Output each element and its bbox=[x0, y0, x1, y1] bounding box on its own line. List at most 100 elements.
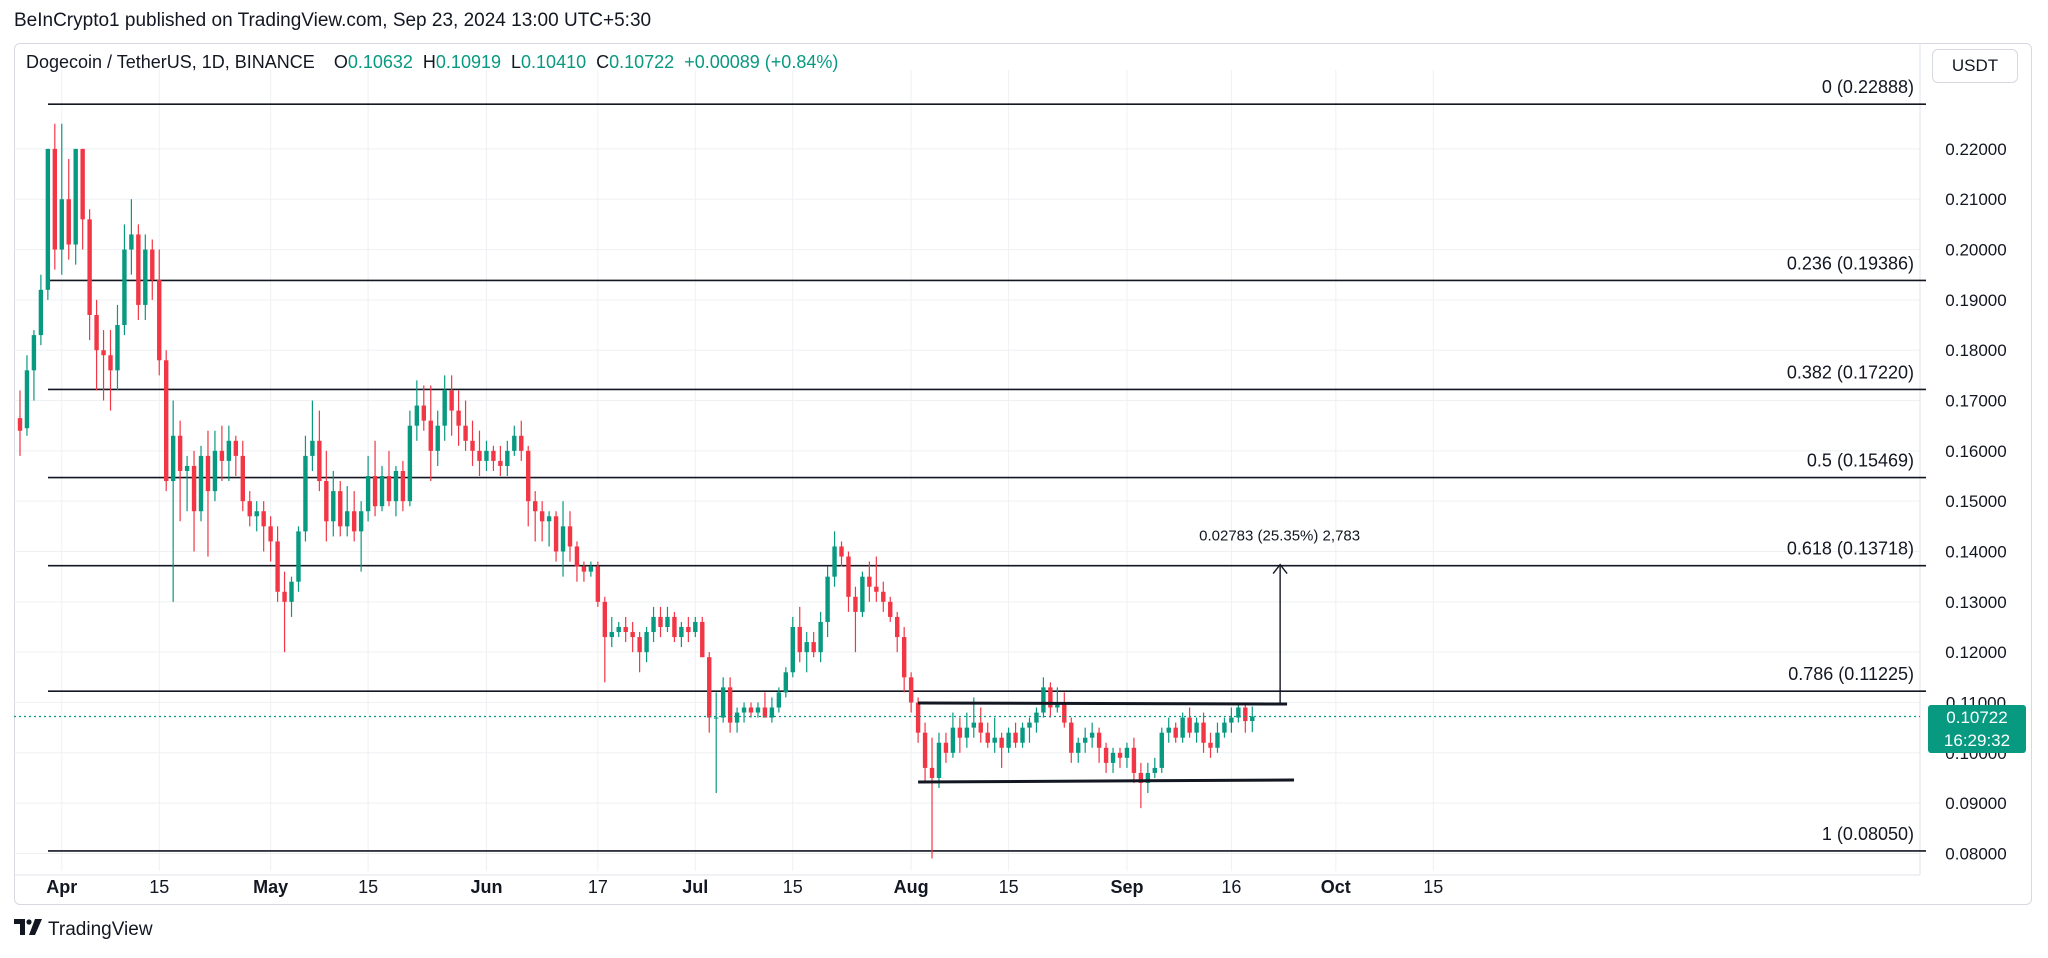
candle-body bbox=[1062, 702, 1067, 723]
candle-body bbox=[219, 450, 225, 461]
price-tick-label: 0.20000 bbox=[1945, 241, 2006, 260]
candle-body bbox=[526, 450, 531, 502]
candle-body bbox=[470, 440, 475, 451]
symbol-name[interactable]: Dogecoin / TetherUS, 1D, BINANCE bbox=[26, 52, 315, 72]
drawings[interactable]: 0.02783 (25.35%) 2,783 bbox=[14, 528, 1920, 784]
candle-body bbox=[1048, 687, 1053, 708]
candle-body bbox=[129, 234, 134, 250]
candle-body bbox=[477, 450, 482, 461]
candle-body bbox=[226, 440, 232, 461]
candle-body bbox=[247, 501, 252, 517]
candle-body bbox=[1138, 772, 1144, 783]
candle-body bbox=[52, 148, 58, 250]
candle-body bbox=[581, 566, 587, 572]
candle-body bbox=[846, 556, 851, 597]
candle-body bbox=[512, 435, 517, 451]
price-tick-label: 0.13000 bbox=[1945, 593, 2006, 612]
candle-body bbox=[282, 591, 287, 602]
price-tick-label: 0.22000 bbox=[1945, 140, 2006, 159]
candle-body bbox=[546, 516, 552, 522]
candle-body bbox=[1034, 712, 1039, 723]
candle-body bbox=[122, 249, 127, 326]
candle-body bbox=[87, 219, 92, 315]
candle-body bbox=[1180, 717, 1185, 738]
candle-body bbox=[1131, 747, 1137, 773]
time-tick-label: 15 bbox=[783, 877, 803, 897]
candle-body bbox=[1208, 742, 1213, 748]
time-tick-label: 15 bbox=[149, 877, 169, 897]
candle-body bbox=[289, 581, 294, 602]
candle-body bbox=[797, 626, 802, 653]
candle-body bbox=[888, 601, 893, 617]
candlestick-series bbox=[17, 123, 1255, 859]
candle-body bbox=[338, 491, 343, 527]
candle-body bbox=[1201, 722, 1206, 743]
candle-body bbox=[895, 616, 900, 638]
candle-body bbox=[254, 511, 259, 517]
candle-body bbox=[24, 370, 30, 429]
candle-body bbox=[442, 390, 447, 426]
candle-body bbox=[358, 511, 364, 532]
candle-body bbox=[609, 632, 614, 638]
measure-arrowhead bbox=[1272, 563, 1288, 575]
candle-body bbox=[268, 526, 273, 542]
fib-level-label: 0.236 (0.19386) bbox=[1787, 253, 1914, 273]
candle-body bbox=[456, 410, 461, 426]
candle-body bbox=[310, 440, 315, 456]
time-tick-label: 16 bbox=[1221, 877, 1241, 897]
candle-body bbox=[832, 546, 837, 577]
candle-body bbox=[825, 576, 830, 622]
candle-body bbox=[734, 712, 740, 723]
price-tick-label: 0.19000 bbox=[1945, 291, 2006, 310]
candle-body bbox=[616, 626, 621, 633]
channel-lower-line[interactable] bbox=[918, 778, 1295, 784]
price-tick-label: 0.17000 bbox=[1945, 392, 2006, 411]
candle-body bbox=[679, 626, 684, 638]
candle-body bbox=[261, 511, 266, 527]
brand-name: TradingView bbox=[48, 919, 153, 940]
candle-body bbox=[379, 476, 385, 507]
candle-body bbox=[560, 526, 566, 552]
candle-body bbox=[428, 420, 433, 451]
candle-body bbox=[59, 199, 64, 250]
price-tick-label: 0.09000 bbox=[1945, 794, 2006, 813]
channel-upper-line[interactable] bbox=[918, 701, 1288, 706]
grid bbox=[14, 44, 1921, 876]
price-tick-label: 0.18000 bbox=[1945, 341, 2006, 360]
price-tick-label: 0.12000 bbox=[1945, 643, 2006, 662]
candle-body bbox=[999, 737, 1004, 748]
candle-body bbox=[971, 722, 976, 728]
candle-body bbox=[644, 632, 649, 653]
candle-body bbox=[1082, 737, 1088, 743]
candle-body bbox=[1041, 687, 1046, 713]
candle-body bbox=[519, 435, 524, 451]
time-tick-label: Oct bbox=[1321, 877, 1351, 897]
candle-body bbox=[345, 511, 350, 527]
chart-frame bbox=[14, 43, 2032, 905]
candle-body bbox=[386, 476, 392, 502]
price-axis[interactable]: 0.22000 0.21000 0.20000 0.19000 0.18000 0.170… bbox=[1945, 140, 2006, 864]
time-tick-label: Jul bbox=[682, 877, 708, 897]
candle-body bbox=[915, 702, 921, 733]
candle-body bbox=[365, 476, 371, 512]
candle-body bbox=[1243, 707, 1248, 722]
price-tick-label: 0.16000 bbox=[1945, 442, 2006, 461]
last-price-tag: 0.10722 16:29:32 bbox=[1928, 705, 2026, 753]
candle-body bbox=[324, 481, 329, 522]
candle-body bbox=[1194, 722, 1199, 733]
candle-body bbox=[303, 455, 308, 532]
publish-attribution: BeInCrypto1 published on TradingView.com… bbox=[14, 10, 652, 31]
candle-body bbox=[922, 732, 928, 768]
tradingview-brand[interactable]: TradingView bbox=[14, 919, 153, 941]
candle-body bbox=[658, 616, 663, 627]
candle-body bbox=[908, 677, 914, 703]
candle-body bbox=[553, 516, 559, 552]
currency-button[interactable]: USDT bbox=[1932, 49, 2018, 83]
time-axis[interactable]: Apr 15 May 15 Jun 17 Jul 15 Aug 15 Sep 16 Oct 15 bbox=[46, 877, 1443, 897]
candle-body bbox=[484, 450, 489, 461]
candle-body bbox=[630, 632, 635, 638]
candle-body bbox=[1187, 717, 1192, 733]
candle-body bbox=[700, 621, 705, 658]
candle-body bbox=[115, 325, 120, 371]
